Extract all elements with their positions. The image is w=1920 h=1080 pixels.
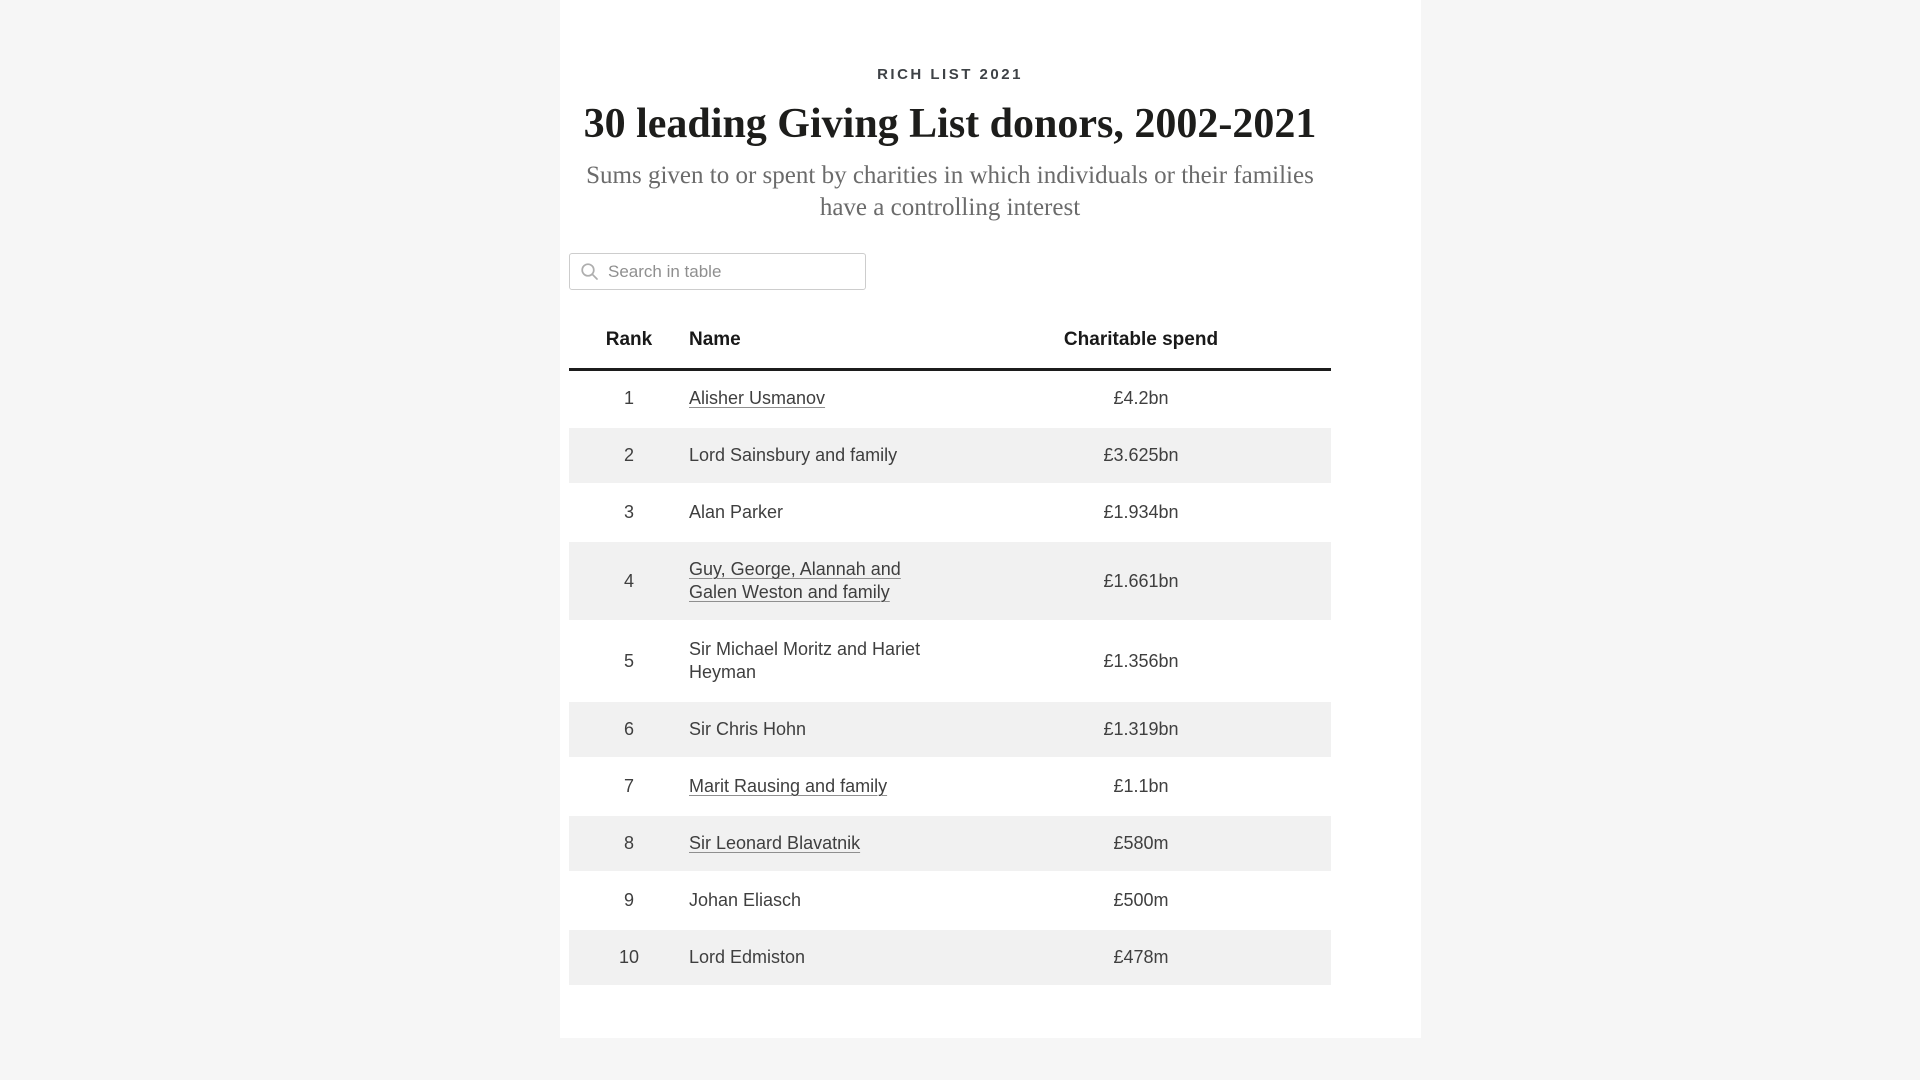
- rank-cell: 8: [569, 814, 689, 873]
- rank-cell: 9: [623, 890, 634, 910]
- table-row: 2 Lord Sainsbury and family £3.625bn: [569, 426, 1331, 485]
- table-row: 4 Guy, George, Alannah and Galen Weston …: [569, 540, 1331, 622]
- rank-cell: 4: [569, 540, 689, 622]
- donor-name-link[interactable]: Marit Rausing and family: [689, 776, 888, 796]
- table-row: 10 Lord Edmiston £478m: [569, 928, 1331, 987]
- spend-cell: £1.356bn: [1103, 650, 1179, 671]
- donor-name-link[interactable]: Sir Leonard Blavatnik: [689, 833, 861, 853]
- table-row: 1 Alisher Usmanov £4.2bn: [569, 370, 1331, 428]
- spend-cell: £478m: [951, 928, 1331, 987]
- donor-name: Sir Michael Moritz and Hariet Heyman: [689, 639, 921, 682]
- name-cell: Lord Sainsbury and family: [689, 426, 951, 485]
- spend-cell: £500m: [1113, 890, 1169, 910]
- donor-name: Lord Edmiston: [689, 947, 806, 967]
- name-cell: Sir Leonard Blavatnik: [689, 814, 951, 873]
- table-row: 5 Sir Michael Moritz and Hariet Heyman £…: [569, 621, 1331, 701]
- page-subtitle: Sums given to or spent by charities in w…: [586, 162, 1314, 221]
- table-row: 8 Sir Leonard Blavatnik £580m: [569, 814, 1331, 873]
- donor-name-link[interactable]: Alisher Usmanov: [689, 388, 826, 408]
- article-card: RICH LIST 2021 30 leading Giving List do…: [560, 0, 1421, 1038]
- spend-cell: £4.2bn: [1113, 388, 1169, 408]
- rank-cell: 3: [623, 502, 634, 522]
- name-cell: Marit Rausing and family: [689, 758, 951, 815]
- spend-cell: £3.625bn: [951, 426, 1331, 485]
- table-header-row: Rank Name Charitable spend: [569, 302, 1331, 371]
- column-header-spend: Charitable spend: [951, 302, 1331, 371]
- spend-cell: £1.661bn: [951, 540, 1331, 622]
- search-input[interactable]: [608, 261, 855, 282]
- table-body: 1 Alisher Usmanov £4.2bn 2 Lord Sainsbur…: [569, 370, 1331, 987]
- donors-table: Rank Name Charitable spend 1 Alisher Usm…: [569, 302, 1331, 987]
- column-header-rank: Rank: [569, 302, 689, 371]
- donor-name: Sir Chris Hohn: [689, 719, 807, 739]
- kicker: RICH LIST 2021: [877, 66, 1023, 83]
- name-cell: Alan Parker: [689, 484, 951, 541]
- spend-cell: £1.934bn: [1103, 502, 1179, 522]
- rank-cell: 5: [623, 650, 634, 671]
- table-row: 9 Johan Eliasch £500m: [569, 872, 1331, 929]
- article-content: RICH LIST 2021 30 leading Giving List do…: [569, 0, 1331, 987]
- rank-cell: 1: [623, 388, 634, 408]
- name-cell: Lord Edmiston: [689, 928, 951, 987]
- donor-name: Lord Sainsbury and family: [689, 445, 898, 465]
- name-cell: Alisher Usmanov: [689, 370, 951, 428]
- spend-cell: £1.1bn: [1113, 776, 1169, 796]
- donor-name-link[interactable]: Guy, George, Alannah and Galen Weston an…: [689, 559, 901, 602]
- name-cell: Sir Chris Hohn: [689, 700, 951, 759]
- name-cell: Guy, George, Alannah and Galen Weston an…: [689, 540, 951, 622]
- search-box[interactable]: [569, 253, 866, 290]
- search-icon: [581, 263, 598, 280]
- name-cell: Sir Michael Moritz and Hariet Heyman: [689, 621, 951, 701]
- spend-cell: £1.319bn: [951, 700, 1331, 759]
- table-row: 7 Marit Rausing and family £1.1bn: [569, 758, 1331, 815]
- table-row: 3 Alan Parker £1.934bn: [569, 484, 1331, 541]
- rank-cell: 7: [623, 776, 634, 796]
- name-cell: Johan Eliasch: [689, 872, 951, 929]
- spend-cell: £580m: [951, 814, 1331, 873]
- table-row: 6 Sir Chris Hohn £1.319bn: [569, 700, 1331, 759]
- rank-cell: 10: [569, 928, 689, 987]
- rank-cell: 2: [569, 426, 689, 485]
- page-title: 30 leading Giving List donors, 2002-2021: [583, 101, 1317, 147]
- column-header-name: Name: [689, 302, 951, 371]
- rank-cell: 6: [569, 700, 689, 759]
- donor-name: Alan Parker: [689, 502, 784, 522]
- donor-name: Johan Eliasch: [689, 890, 802, 910]
